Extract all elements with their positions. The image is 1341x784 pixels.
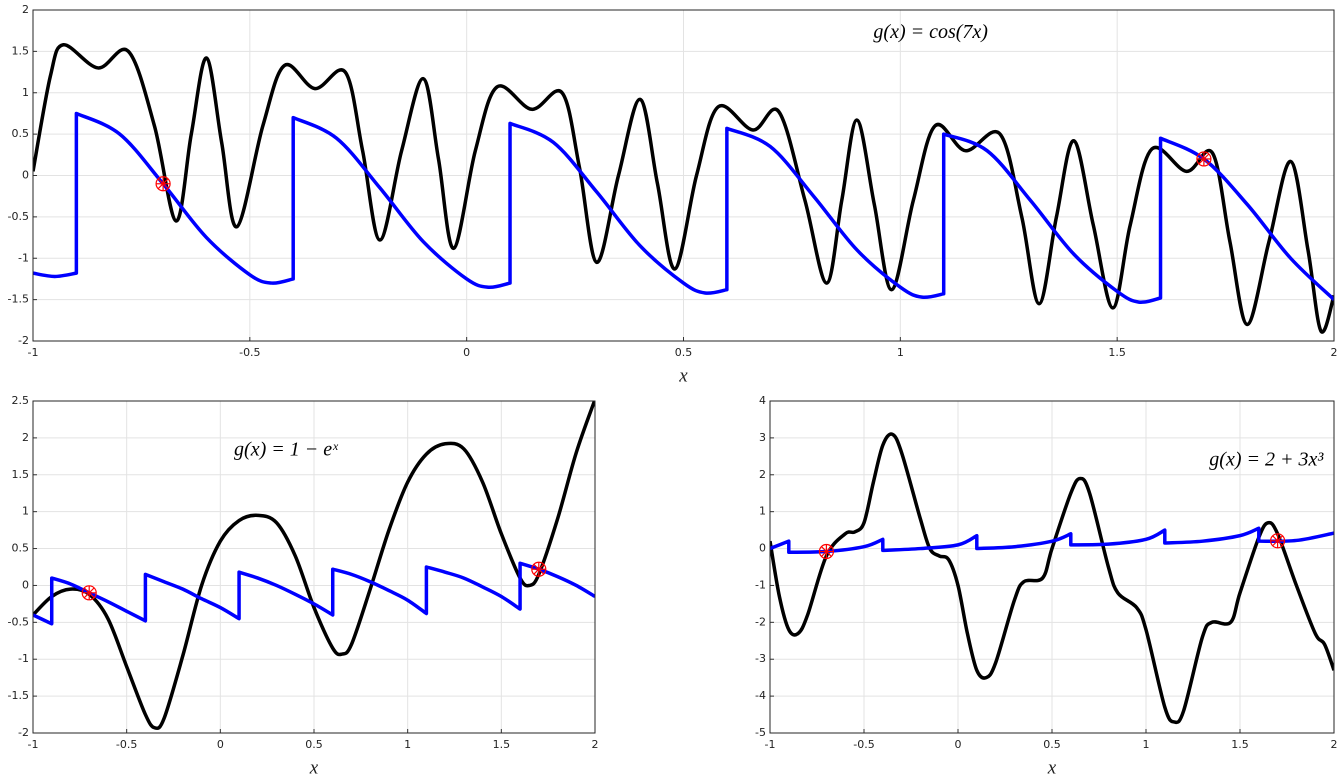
y-tick-label: 0.5	[12, 542, 30, 555]
marker	[531, 561, 547, 577]
marker	[1269, 533, 1286, 549]
x-axis-label: x	[1047, 757, 1057, 778]
marker-star	[533, 563, 545, 575]
y-tick-label: 0.5	[12, 127, 30, 140]
x-tick-label: 2	[1331, 738, 1338, 751]
y-tick-label: -1	[18, 652, 29, 665]
marker-star	[83, 587, 95, 599]
y-tick-label: 3	[759, 431, 766, 444]
x-tick-label: -1	[28, 738, 39, 751]
x-tick-label: 1	[897, 346, 904, 359]
y-tick-label: -2	[18, 726, 29, 739]
annotation: g(x) = 1 − eˣ	[234, 438, 339, 460]
marker	[81, 585, 97, 601]
x-tick-label: 0.5	[305, 738, 323, 751]
y-tick-label: 2	[22, 431, 29, 444]
x-tick-label: -1	[28, 346, 39, 359]
x-tick-label: 2	[1331, 346, 1338, 359]
x-tick-label: -0.5	[116, 738, 137, 751]
x-tick-label: -0.5	[239, 346, 260, 359]
y-tick-label: -1.5	[8, 689, 29, 702]
x-tick-label: 0	[463, 346, 470, 359]
x-tick-label: -1	[765, 738, 776, 751]
x-tick-label: 1.5	[1108, 346, 1126, 359]
series-line	[770, 526, 1334, 554]
series-line	[33, 111, 1334, 305]
y-tick-label: 0	[759, 542, 766, 555]
y-tick-label: -2	[18, 334, 29, 347]
y-tick-label: -5	[755, 726, 766, 739]
axes-box	[769, 400, 1335, 734]
x-tick-label: 1	[404, 738, 411, 751]
x-tick-label: 2	[592, 738, 599, 751]
x-tick-label: 0.5	[675, 346, 693, 359]
x-tick-label: 0	[955, 738, 962, 751]
series-line	[33, 561, 595, 626]
y-tick-label: 2	[22, 3, 29, 16]
y-tick-label: 0	[22, 169, 29, 182]
x-axis-label: x	[309, 757, 319, 778]
y-tick-label: 1	[759, 505, 766, 518]
axes-box	[32, 400, 596, 734]
x-tick-label: 0	[217, 738, 224, 751]
y-tick-label: -2	[755, 615, 766, 628]
x-tick-label: 0.5	[1043, 738, 1061, 751]
y-tick-label: -1	[18, 251, 29, 264]
x-tick-label: 1.5	[493, 738, 511, 751]
y-tick-label: -0.5	[8, 210, 29, 223]
marker-star	[821, 546, 832, 557]
series-line	[33, 401, 595, 731]
y-tick-label: 1	[22, 86, 29, 99]
marker-star	[1198, 153, 1210, 165]
y-tick-label: -3	[755, 652, 766, 665]
x-tick-label: 1.5	[1231, 738, 1249, 751]
y-tick-label: -0.5	[8, 615, 29, 628]
annotation: g(x) = 2 + 3x³	[1209, 448, 1324, 470]
axes-box	[32, 9, 1335, 342]
y-tick-label: -1.5	[8, 293, 29, 306]
marker-star	[157, 178, 169, 190]
y-tick-label: 0	[22, 578, 29, 591]
y-tick-label: 2.5	[12, 394, 30, 407]
x-tick-label: -0.5	[853, 738, 874, 751]
x-tick-label: 1	[1143, 738, 1150, 751]
annotation: g(x) = cos(7x)	[873, 21, 988, 43]
y-tick-label: -1	[755, 578, 766, 591]
y-tick-label: 1.5	[12, 468, 30, 481]
y-tick-label: 1	[22, 505, 29, 518]
marker	[818, 543, 835, 560]
x-axis-label: x	[678, 365, 688, 386]
y-tick-label: 2	[759, 468, 766, 481]
y-tick-label: 1.5	[12, 44, 30, 57]
series-line	[33, 43, 1334, 334]
y-tick-label: 4	[759, 394, 766, 407]
marker	[155, 176, 171, 192]
y-tick-label: -4	[755, 689, 766, 702]
series-line	[770, 432, 1334, 725]
marker	[1196, 151, 1212, 167]
marker-star	[1272, 535, 1283, 547]
